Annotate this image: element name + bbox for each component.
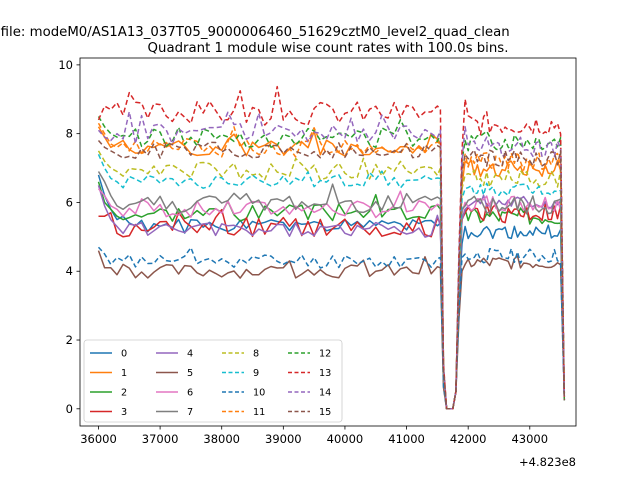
x-tick-label: 42000 bbox=[450, 432, 487, 446]
y-tick-label: 0 bbox=[66, 402, 73, 416]
x-tick-label: 40000 bbox=[327, 432, 364, 446]
legend-label-4: 4 bbox=[187, 349, 193, 360]
legend-label-12: 12 bbox=[319, 349, 331, 360]
axes-frame bbox=[79, 57, 577, 427]
y-tick-label: 6 bbox=[66, 195, 73, 209]
legend-label-14: 14 bbox=[319, 388, 331, 399]
legend-label-0: 0 bbox=[121, 349, 127, 360]
figure-suptitle: n file: modeM0/AS1A13_037T05_9000006460_… bbox=[0, 25, 510, 40]
series-line-11 bbox=[97, 122, 566, 410]
x-offset-label: +4.823e8 bbox=[519, 455, 576, 469]
legend-label-9: 9 bbox=[253, 368, 259, 379]
series-line-3 bbox=[98, 202, 566, 410]
x-tick-label: 38000 bbox=[203, 432, 240, 446]
legend-label-3: 3 bbox=[121, 407, 127, 418]
legend-label-8: 8 bbox=[253, 349, 259, 360]
chart-title: Quadrant 1 module wise count rates with … bbox=[148, 41, 509, 56]
y-tick-label: 10 bbox=[58, 58, 73, 72]
series-line-9 bbox=[97, 153, 566, 410]
x-axis: 36000 37000 38000 39000 40000 41000 42000 43000 bbox=[80, 426, 548, 446]
x-tick-label: 36000 bbox=[80, 432, 117, 446]
y-axis: 0 2 4 6 8 10 bbox=[58, 58, 80, 416]
series-line-13 bbox=[97, 85, 566, 410]
y-tick-label: 8 bbox=[66, 127, 73, 141]
series-line-14 bbox=[97, 110, 566, 410]
legend-label-6: 6 bbox=[187, 388, 193, 399]
y-tick-label: 2 bbox=[66, 333, 73, 347]
x-tick-label: 43000 bbox=[511, 432, 548, 446]
legend-label-15: 15 bbox=[319, 407, 331, 418]
series-line-7 bbox=[97, 171, 566, 410]
x-tick-label: 37000 bbox=[142, 432, 179, 446]
x-tick-label: 39000 bbox=[265, 432, 302, 446]
series-line-0 bbox=[97, 174, 566, 410]
series-line-10 bbox=[97, 246, 566, 410]
series-line-2 bbox=[97, 181, 566, 410]
legend-label-5: 5 bbox=[187, 368, 193, 379]
legend-label-1: 1 bbox=[121, 368, 127, 379]
legend-label-2: 2 bbox=[121, 388, 127, 399]
series-line-5 bbox=[97, 250, 566, 410]
legend-label-7: 7 bbox=[187, 407, 193, 418]
legend-label-10: 10 bbox=[253, 388, 265, 399]
legend-label-11: 11 bbox=[253, 407, 265, 418]
series-layer bbox=[97, 85, 566, 410]
legend-box bbox=[83, 339, 343, 423]
y-tick-label: 4 bbox=[66, 264, 73, 278]
x-tick-label: 41000 bbox=[388, 432, 425, 446]
legend-label-13: 13 bbox=[319, 368, 331, 379]
series-line-8 bbox=[97, 150, 566, 410]
